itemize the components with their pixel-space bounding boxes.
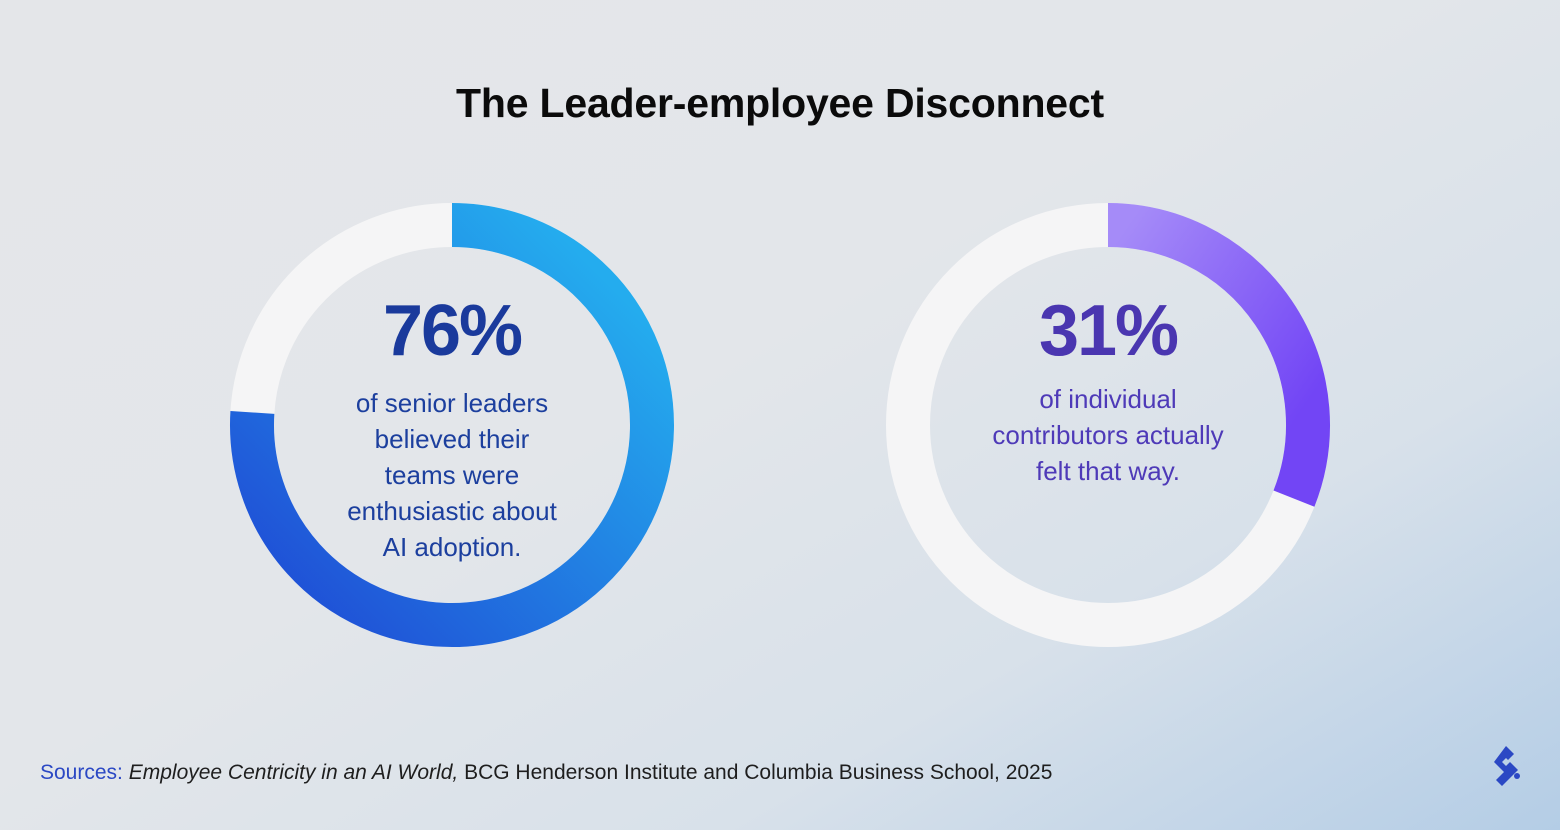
donut-individual-contributors: 31% of individual contributors actually …	[886, 203, 1330, 647]
caption-line: of senior leaders	[355, 388, 549, 418]
donut-chart-right	[886, 203, 1330, 647]
stat-caption-right: of individual contributors actually felt…	[886, 381, 1330, 489]
sources-note: Sources: Employee Centricity in an AI Wo…	[40, 761, 1052, 785]
stat-caption-left: of senior leaders believed their teams w…	[230, 385, 674, 565]
sources-label: Sources:	[40, 761, 123, 784]
sources-publisher: BCG Henderson Institute and Columbia Bus…	[464, 761, 1053, 784]
caption-line: contributors actually	[992, 420, 1224, 450]
donut-arc-right	[1107, 203, 1330, 507]
donut-chart-left	[230, 203, 674, 647]
donut-arc-left	[230, 203, 674, 647]
caption-line: felt that way.	[1035, 456, 1181, 486]
caption-line: AI adoption.	[382, 532, 522, 562]
chart-title: The Leader-employee Disconnect	[456, 80, 1104, 126]
caption-line: enthusiastic about	[347, 496, 557, 526]
stat-percent-left: 76%	[382, 291, 523, 371]
donut-senior-leaders: 76% of senior leaders believed their tea…	[230, 203, 674, 647]
caption-line: believed their	[374, 424, 530, 454]
toptal-logo-icon	[1494, 746, 1520, 786]
sources-title: Employee Centricity in an AI World,	[128, 761, 459, 784]
caption-line: teams were	[384, 460, 520, 490]
stat-percent-right: 31%	[1038, 291, 1179, 371]
caption-line: of individual	[1039, 384, 1177, 414]
